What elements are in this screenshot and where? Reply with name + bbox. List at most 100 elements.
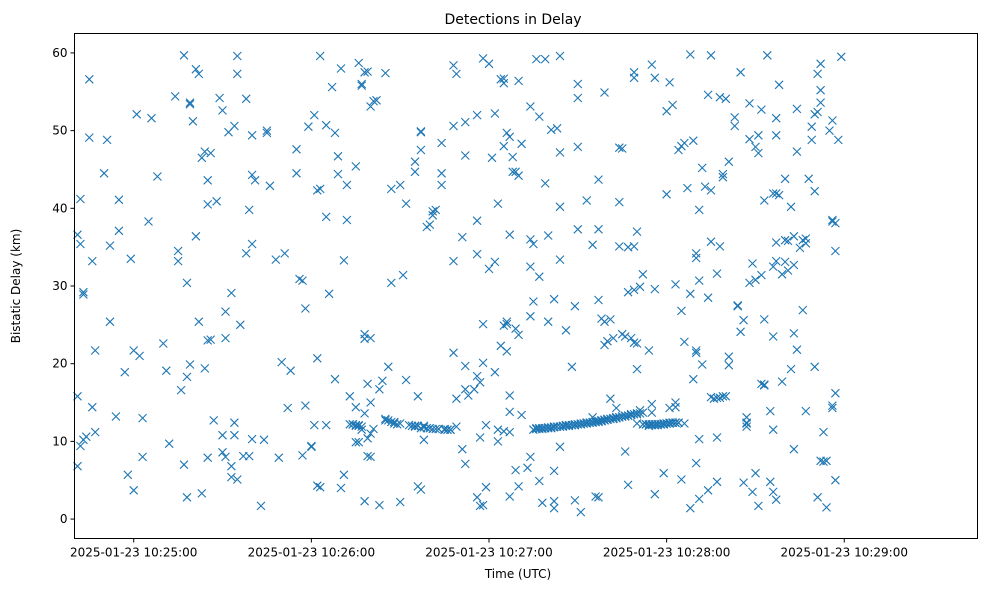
data-point	[437, 180, 446, 190]
y-axis-label: Bistatic Delay (km)	[9, 229, 23, 344]
data-point	[671, 280, 680, 289]
data-point	[247, 170, 257, 180]
data-point	[526, 262, 535, 271]
data-point	[173, 246, 183, 256]
data-point	[748, 487, 757, 497]
data-point	[90, 427, 100, 437]
data-point	[540, 54, 550, 64]
data-point	[182, 492, 192, 502]
data-point	[783, 236, 793, 246]
data-point	[232, 475, 242, 484]
data-point	[215, 93, 224, 103]
data-point	[99, 168, 109, 178]
data-point	[262, 126, 272, 135]
data-point	[511, 324, 520, 334]
data-point	[327, 82, 337, 92]
data-point	[774, 190, 784, 200]
data-point	[647, 399, 657, 409]
data-point	[777, 377, 787, 386]
data-point	[232, 69, 242, 79]
data-point	[298, 451, 307, 460]
data-point	[570, 496, 580, 505]
data-point	[786, 364, 796, 374]
data-point	[227, 288, 236, 298]
data-point	[354, 421, 364, 431]
data-point	[724, 352, 734, 362]
data-point	[425, 220, 435, 229]
data-point	[600, 340, 609, 350]
data-point	[360, 67, 369, 77]
data-point	[431, 205, 441, 215]
data-point	[771, 238, 781, 247]
data-point	[688, 374, 698, 384]
data-point	[688, 136, 698, 146]
data-point	[309, 420, 319, 430]
data-point	[691, 348, 701, 358]
data-point	[315, 51, 325, 61]
data-point	[555, 255, 565, 264]
data-point	[354, 58, 364, 68]
data-point	[606, 315, 615, 324]
data-point	[191, 64, 201, 74]
data-point	[206, 335, 216, 344]
data-point	[514, 330, 523, 340]
data-point	[697, 163, 707, 173]
data-point	[508, 152, 518, 162]
data-point	[582, 196, 592, 205]
data-point	[706, 186, 716, 195]
data-point	[419, 435, 429, 445]
data-point	[757, 105, 766, 114]
data-point	[816, 59, 825, 69]
data-point	[206, 148, 216, 158]
data-point	[179, 460, 189, 470]
data-point	[685, 503, 695, 513]
y-tick-label: 40	[52, 201, 67, 215]
data-point	[529, 239, 538, 249]
data-point	[816, 98, 825, 107]
data-point	[831, 246, 840, 256]
data-point	[739, 478, 748, 487]
x-tick-label: 2025-01-23 10:28:00	[603, 546, 730, 560]
data-point	[375, 500, 384, 510]
data-point	[603, 336, 612, 346]
data-point	[460, 384, 470, 394]
data-point	[472, 492, 482, 502]
data-point	[170, 92, 180, 101]
data-point	[200, 364, 210, 373]
data-point	[514, 76, 523, 86]
data-point	[629, 285, 639, 295]
data-point	[635, 282, 645, 292]
data-point	[786, 202, 796, 212]
x-axis-label: Time (UTC)	[484, 567, 551, 581]
data-point	[357, 81, 367, 90]
data-point	[629, 73, 639, 83]
data-point	[694, 434, 704, 444]
data-point	[546, 423, 556, 433]
data-point	[780, 235, 790, 245]
data-point	[594, 175, 603, 184]
data-point	[822, 503, 831, 512]
data-point	[543, 231, 553, 240]
data-point	[241, 94, 251, 104]
data-point	[828, 403, 837, 413]
data-point	[724, 360, 734, 370]
data-point	[620, 447, 630, 456]
data-point	[147, 113, 156, 123]
data-point	[718, 391, 728, 401]
data-point	[700, 182, 710, 191]
data-point	[694, 276, 704, 285]
data-point	[614, 197, 624, 207]
data-point	[401, 199, 411, 208]
data-point	[230, 430, 239, 440]
y-tick-label: 30	[52, 279, 67, 293]
data-point	[499, 321, 509, 330]
data-point	[312, 186, 322, 195]
data-point	[76, 239, 85, 249]
data-point	[828, 116, 837, 125]
data-point	[718, 172, 728, 182]
data-point	[366, 333, 375, 343]
data-point	[378, 376, 387, 386]
data-point	[381, 416, 390, 425]
data-point	[360, 496, 369, 506]
data-point	[674, 145, 683, 155]
